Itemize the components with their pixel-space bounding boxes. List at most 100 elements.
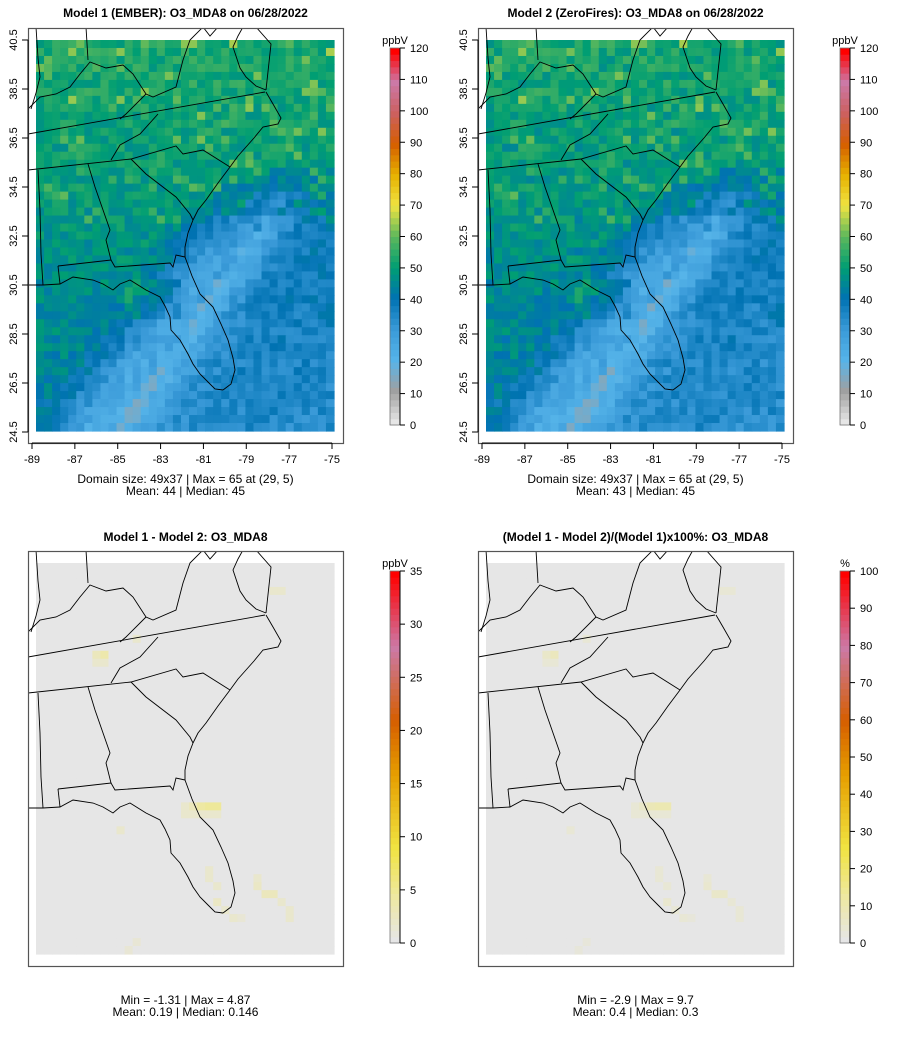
heatmap-cell [534, 367, 543, 376]
heatmap-cell [502, 167, 511, 177]
heatmap-cell [229, 111, 238, 121]
heatmap-cell [205, 682, 214, 692]
heatmap-cell [751, 319, 761, 328]
heatmap-cell [655, 159, 664, 169]
heatmap-cell [205, 674, 214, 684]
heatmap-cell [76, 79, 85, 89]
colorbar-segment [840, 311, 850, 319]
heatmap-cell [108, 351, 118, 360]
heatmap-cell [518, 127, 527, 137]
heatmap-cell [566, 335, 576, 344]
colorbar-segment [390, 192, 400, 200]
heatmap-cell [116, 351, 126, 360]
colorbar-segment [390, 110, 400, 118]
heatmap-cell [590, 159, 600, 169]
heatmap-cell [229, 634, 238, 644]
heatmap-cell [180, 618, 190, 628]
heatmap-cell [140, 642, 150, 652]
heatmap-cell [229, 247, 238, 257]
heatmap-cell [775, 255, 785, 265]
heatmap-cell [614, 399, 624, 408]
heatmap-cell [44, 730, 53, 740]
x-tick-label: -79 [238, 454, 254, 466]
heatmap-cell [622, 367, 632, 376]
heatmap-cell [639, 199, 648, 209]
heatmap-cell [582, 287, 592, 296]
heatmap-cell [124, 71, 134, 81]
heatmap-cell [574, 383, 584, 392]
heatmap-cell [317, 415, 327, 424]
heatmap-cell [68, 143, 77, 153]
heatmap-cell [639, 423, 648, 432]
heatmap-cell [639, 247, 648, 257]
heatmap-cell [301, 563, 311, 572]
heatmap-cell [727, 391, 737, 400]
heatmap-cell [751, 167, 761, 177]
heatmap-cell [189, 770, 198, 780]
heatmap-cell [614, 359, 624, 368]
heatmap-cell [229, 570, 238, 580]
heatmap-cell [743, 423, 753, 432]
heatmap-cell [116, 650, 126, 660]
heatmap-cell [502, 127, 511, 137]
heatmap-cell [719, 127, 729, 137]
heatmap-cell [526, 367, 535, 376]
heatmap-cell [293, 738, 303, 748]
heatmap-cell [293, 335, 303, 344]
heatmap-cell [269, 215, 279, 225]
heatmap-cell [140, 730, 150, 740]
heatmap-cell [164, 255, 174, 265]
heatmap-cell [124, 714, 134, 724]
heatmap-cell [180, 423, 190, 432]
heatmap-cell [197, 383, 206, 392]
colorbar-segment [390, 381, 400, 388]
colorbar-segment [840, 173, 850, 181]
heatmap-cell [293, 610, 303, 620]
boundary-line [229, 91, 282, 168]
heatmap-cell [180, 335, 190, 344]
boundary-line [119, 93, 147, 120]
heatmap-cell [36, 714, 45, 724]
heatmap-cell [108, 674, 118, 684]
heatmap-cell [60, 95, 69, 105]
heatmap-cell [36, 610, 45, 620]
heatmap-cell [590, 191, 600, 201]
heatmap-cell [285, 722, 295, 732]
heatmap-cell [622, 407, 632, 416]
heatmap-cell [229, 71, 238, 81]
heatmap-cell [751, 207, 761, 217]
heatmap-cell [293, 586, 303, 596]
heatmap-cell [92, 778, 102, 788]
heatmap-cell [751, 383, 761, 392]
heatmap-cell [52, 786, 61, 796]
heatmap-cell [590, 311, 600, 320]
heatmap-cell [679, 295, 688, 304]
heatmap-cell [124, 690, 134, 700]
heatmap-cell [116, 375, 126, 384]
heatmap-cell [502, 119, 511, 129]
heatmap-cell [695, 119, 705, 129]
heatmap-cell [759, 103, 769, 113]
heatmap-cell [630, 263, 640, 273]
heatmap-cell [277, 199, 287, 209]
heatmap-cell [727, 79, 737, 89]
heatmap-cell [695, 367, 705, 376]
heatmap-cell [711, 335, 721, 344]
heatmap-cell [92, 351, 102, 360]
heatmap-cell [679, 247, 688, 257]
heatmap-cell [550, 103, 560, 113]
heatmap-cell [285, 127, 295, 137]
heatmap-cell [213, 231, 222, 241]
heatmap-cell [526, 135, 535, 145]
heatmap-cell [197, 183, 206, 193]
heatmap-cell [36, 271, 45, 280]
heatmap-cell [759, 199, 769, 209]
heatmap-cell [44, 415, 53, 424]
heatmap-cell [687, 135, 696, 145]
heatmap-cell [277, 215, 287, 225]
heatmap-cell [221, 722, 230, 732]
heatmap-cell [558, 79, 568, 89]
heatmap-cell [711, 399, 721, 408]
heatmap-cell [639, 103, 648, 113]
heatmap-cell [775, 271, 785, 280]
